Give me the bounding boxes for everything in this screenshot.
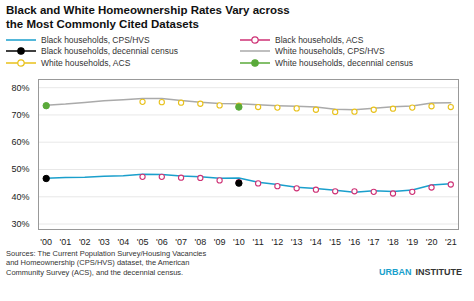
svg-text:'14: '14: [310, 236, 322, 246]
svg-text:'09: '09: [214, 236, 226, 246]
html-text:Black households, decennial ce: Black households, decennial census: [41, 46, 178, 57]
svg-text:'00: '00: [40, 236, 52, 246]
svg-text:50%: 50%: [11, 164, 29, 174]
html-text:Sources: The Current Populatio: Sources: The Current Population Survey/H…: [6, 248, 207, 277]
svg-text:80%: 80%: [11, 82, 29, 92]
svg-text:'12: '12: [272, 236, 284, 246]
svg-text:'03: '03: [98, 236, 110, 246]
svg-text:'01: '01: [60, 236, 72, 246]
svg-text:'05: '05: [137, 236, 149, 246]
html-text:Black and White Homeownership: Black and White Homeownership Rates Vary…: [6, 4, 290, 30]
svg-text:'18: '18: [387, 236, 399, 246]
svg-text:'15: '15: [329, 236, 341, 246]
html-text:White households, decennial ce: White households, decennial census: [275, 57, 413, 68]
html-text:White households, ACS: White households, ACS: [41, 57, 131, 68]
svg-text:'06: '06: [156, 236, 168, 246]
html-text:Black households, ACS: Black households, ACS: [275, 34, 364, 45]
svg-text:'10: '10: [233, 236, 245, 246]
svg-text:70%: 70%: [11, 109, 29, 119]
svg-text:'08: '08: [194, 236, 206, 246]
svg-text:'16: '16: [349, 236, 361, 246]
svg-text:'20: '20: [426, 236, 438, 246]
svg-text:60%: 60%: [11, 137, 29, 147]
svg-text:'07: '07: [175, 236, 187, 246]
svg-text:'21: '21: [445, 236, 457, 246]
svg-text:40%: 40%: [11, 191, 29, 201]
html-text:Black households, CPS/HVS: Black households, CPS/HVS: [41, 34, 150, 45]
svg-text:30%: 30%: [11, 218, 29, 228]
html-text:URBAN INSTITUTE: URBAN INSTITUTE: [379, 266, 462, 277]
svg-text:'13: '13: [291, 236, 303, 246]
svg-text:'04: '04: [117, 236, 129, 246]
svg-text:'11: '11: [253, 236, 264, 246]
html-text:White households, CPS/HVS: White households, CPS/HVS: [275, 46, 385, 57]
svg-text:'17: '17: [368, 236, 380, 246]
svg-text:'19: '19: [406, 236, 418, 246]
svg-text:'02: '02: [79, 236, 91, 246]
